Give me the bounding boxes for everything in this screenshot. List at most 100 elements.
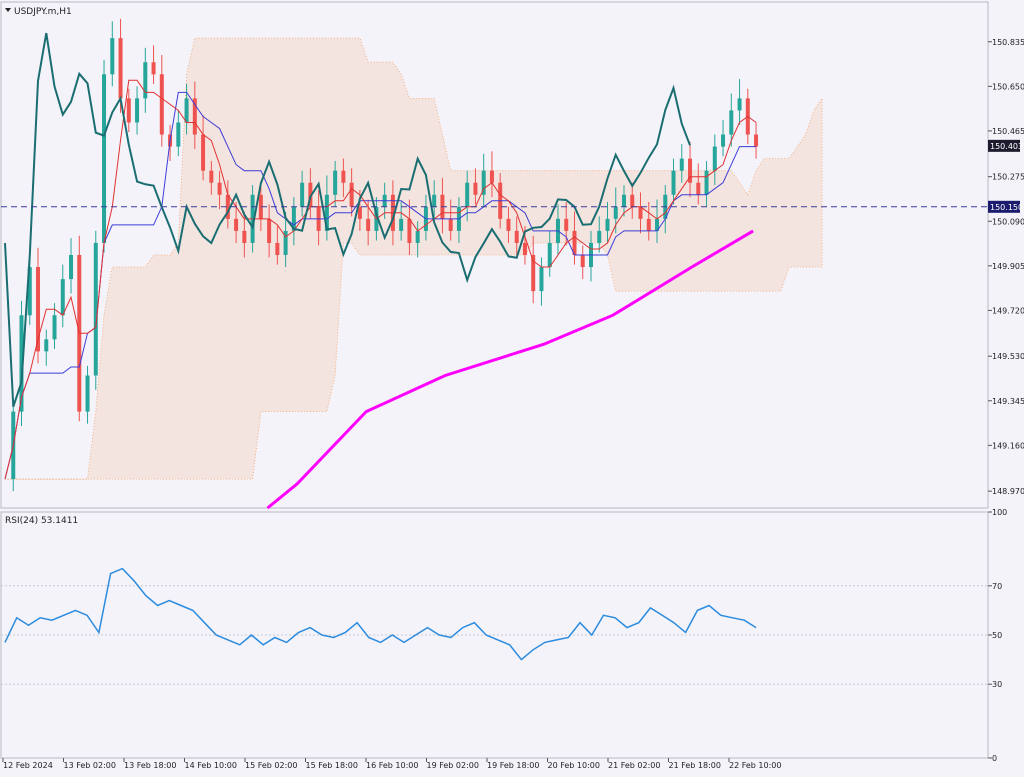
candle-body <box>638 206 643 219</box>
price-tick-label: 150.465 <box>992 127 1024 136</box>
candle-body <box>19 315 24 412</box>
candle-body <box>110 38 115 75</box>
price-tick-label: 149.530 <box>992 352 1024 361</box>
price-tick-label: 150.650 <box>992 82 1024 91</box>
ma200-line <box>266 229 754 510</box>
time-tick-label: 13 Feb 18:00 <box>124 761 176 770</box>
candle-body <box>696 182 701 195</box>
candle-body <box>679 158 684 171</box>
time-tick-label: 20 Feb 10:00 <box>548 761 600 770</box>
candle-body <box>547 242 552 268</box>
candle-body <box>415 230 420 243</box>
candle-body <box>465 182 470 207</box>
reference-price-box <box>988 200 1020 213</box>
time-tick-label: 12 Feb 2024 <box>3 761 53 770</box>
candle-body <box>366 218 371 231</box>
candle-body <box>102 74 107 243</box>
price-tick-label: 150.275 <box>992 173 1024 182</box>
candle-body <box>564 218 569 231</box>
time-tick-label: 19 Feb 02:00 <box>427 761 479 770</box>
candle-body <box>622 194 627 207</box>
candle-body <box>52 315 57 340</box>
candle-body <box>151 62 156 75</box>
candle-body <box>671 170 676 195</box>
candle-body <box>597 230 602 243</box>
candle-body <box>159 74 164 135</box>
rsi-tick-label: 0 <box>992 754 997 763</box>
candle-body <box>712 146 717 171</box>
candle-body <box>27 267 32 316</box>
candle-body <box>135 98 140 123</box>
candle-body <box>572 230 577 255</box>
candle-body <box>655 218 660 231</box>
symbol-label: USDJPY.m,H1 <box>14 7 72 17</box>
price-tick-label: 149.905 <box>992 262 1024 271</box>
candle-body <box>242 230 247 243</box>
reference-price-label: 150.150 <box>990 203 1023 212</box>
candle-body <box>341 170 346 183</box>
time-tick-label: 22 Feb 10:00 <box>729 761 781 770</box>
candle-body <box>118 38 123 99</box>
time-tick-label: 13 Feb 02:00 <box>64 761 116 770</box>
candle-body <box>754 134 759 147</box>
candle-body <box>531 255 536 292</box>
candle-body <box>143 62 148 99</box>
candle-body <box>201 134 206 171</box>
candle-body <box>729 110 734 135</box>
candle-body <box>357 206 362 219</box>
candle-body <box>291 206 296 231</box>
candle-body <box>613 206 618 219</box>
candle-body <box>630 194 635 207</box>
candle-body <box>93 242 98 376</box>
candle-body <box>448 218 453 231</box>
price-tick-label: 149.720 <box>992 306 1024 315</box>
candle-body <box>580 255 585 268</box>
candle-body <box>333 170 338 195</box>
candle-body <box>721 134 726 147</box>
candle-body <box>432 194 437 207</box>
candle-body <box>126 98 131 123</box>
candle-body <box>324 194 329 231</box>
candle-body <box>36 267 41 352</box>
chikou-span-line <box>4 32 691 408</box>
candle-body <box>473 182 478 195</box>
candle-body <box>225 194 230 219</box>
candle-body <box>283 230 288 255</box>
current-price-box <box>988 139 1020 152</box>
candle-body <box>605 218 610 231</box>
rsi-tick-label: 70 <box>992 582 1002 591</box>
candle-body <box>217 182 222 195</box>
rsi-tick-label: 100 <box>992 508 1007 517</box>
symbol-header[interactable]: USDJPY.m,H1 <box>5 7 72 17</box>
candle-body <box>349 182 354 207</box>
candle-body <box>258 194 263 219</box>
price-tick-label: 148.970 <box>992 487 1024 496</box>
candle-body <box>407 218 412 243</box>
candle-body <box>308 182 313 207</box>
time-tick-label: 21 Feb 02:00 <box>608 761 660 770</box>
candle-body <box>60 279 65 316</box>
time-tick-label: 16 Feb 10:00 <box>366 761 418 770</box>
candle-body <box>646 218 651 231</box>
tenkan-sen-line <box>4 79 757 480</box>
candle-body <box>506 218 511 231</box>
ichimoku-cloud <box>5 37 823 480</box>
candle-body <box>688 158 693 183</box>
time-tick-label: 15 Feb 18:00 <box>306 761 358 770</box>
kijun-sen-line <box>4 91 757 480</box>
candle-body <box>275 242 280 255</box>
candle-body <box>539 267 544 292</box>
candle-body <box>399 218 404 231</box>
rsi-label: RSI(24) 53.1411 <box>5 516 78 526</box>
time-tick-label: 19 Feb 18:00 <box>487 761 539 770</box>
candle-body <box>300 182 305 207</box>
dropdown-triangle-icon[interactable] <box>5 8 11 12</box>
candle-body <box>234 218 239 231</box>
rsi-tick-label: 30 <box>992 680 1002 689</box>
candle-body <box>176 122 181 147</box>
time-tick-label: 14 Feb 10:00 <box>185 761 237 770</box>
price-tick-label: 150.835 <box>992 38 1024 47</box>
candle-body <box>267 218 272 243</box>
